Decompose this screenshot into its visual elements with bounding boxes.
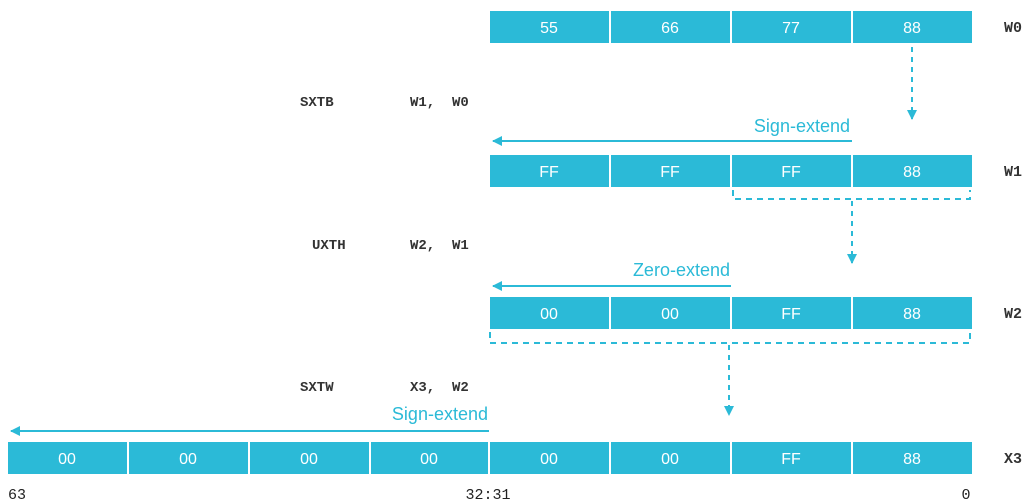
x3-cell-5: 00 — [300, 451, 318, 468]
w0-cell-2-bg — [611, 11, 730, 43]
instruction-op-sxtw: SXTW — [300, 380, 334, 396]
w1-cell-1-bg — [732, 155, 851, 187]
w1-cell-0: 88 — [903, 164, 921, 181]
x3-cell-0: 88 — [903, 451, 921, 468]
w0-cell-0: 88 — [903, 20, 921, 37]
sign-extend-label-2: Sign-extend — [392, 404, 488, 424]
register-name-x3: X3 — [1004, 451, 1022, 468]
bit-label-0: 0 — [961, 487, 970, 503]
x3-cell-2: 00 — [661, 451, 679, 468]
w1-cell-2-bg — [611, 155, 730, 187]
x3-cell-4: 00 — [420, 451, 438, 468]
x3-cell-5-bg — [250, 442, 369, 474]
x3-cell-6: 00 — [179, 451, 197, 468]
w1-cell-1: FF — [781, 164, 801, 181]
instruction-operands-sxtw: X3, W2 — [410, 380, 469, 396]
w2-cell-1-bg — [732, 297, 851, 329]
w2-word-bracket — [489, 332, 971, 344]
x3-cell-1: FF — [781, 451, 801, 468]
instruction-operands-uxth: W2, W1 — [410, 238, 469, 254]
sign-extend-label-1: Sign-extend — [754, 116, 850, 136]
x3-cell-7-bg — [8, 442, 127, 474]
register-name-w2: W2 — [1004, 306, 1022, 323]
w1-cell-3: FF — [539, 164, 559, 181]
x3-cell-1-bg — [732, 442, 851, 474]
w2-cell-2: 00 — [661, 306, 679, 323]
x3-cell-7: 00 — [58, 451, 76, 468]
x3-cell-4-bg — [371, 442, 488, 474]
instruction-op-uxth: UXTH — [312, 238, 346, 254]
w0-cell-1-bg — [732, 11, 851, 43]
x3-cell-2-bg — [611, 442, 730, 474]
w0-cell-2: 66 — [661, 20, 679, 37]
x3-cell-3-bg — [490, 442, 609, 474]
register-name-w1: W1 — [1004, 164, 1022, 181]
w2-cell-0: 88 — [903, 306, 921, 323]
register-w2: 00 00 FF 88 W2 — [490, 297, 1022, 329]
register-x3: 00 00 00 00 00 00 FF 88 X3 — [8, 442, 1022, 474]
instruction-operands-sxtb: W1, W0 — [410, 95, 469, 111]
w1-cell-2: FF — [660, 164, 680, 181]
w1-halfword-bracket — [732, 190, 971, 200]
w1-cell-3-bg — [490, 155, 609, 187]
w2-cell-0-bg — [853, 297, 972, 329]
x3-cell-3: 00 — [540, 451, 558, 468]
x3-cell-0-bg — [853, 442, 972, 474]
w1-cell-0-bg — [853, 155, 972, 187]
w2-cell-2-bg — [611, 297, 730, 329]
bit-label-63: 63 — [8, 487, 26, 503]
w0-cell-3-bg — [490, 11, 609, 43]
w0-cell-1: 77 — [782, 20, 800, 37]
w2-cell-3-bg — [490, 297, 609, 329]
bit-label-32-31: 32:31 — [465, 487, 510, 503]
w0-cell-0-bg — [853, 11, 972, 43]
w0-cell-3: 55 — [540, 20, 558, 37]
register-w1: FF FF FF 88 W1 — [490, 155, 1022, 187]
zero-extend-label: Zero-extend — [633, 260, 730, 280]
w2-cell-1: FF — [781, 306, 801, 323]
register-w0: 55 66 77 88 W0 — [490, 11, 1022, 43]
register-name-w0: W0 — [1004, 20, 1022, 37]
instruction-op-sxtb: SXTB — [300, 95, 334, 111]
x3-cell-6-bg — [129, 442, 248, 474]
w2-cell-3: 00 — [540, 306, 558, 323]
